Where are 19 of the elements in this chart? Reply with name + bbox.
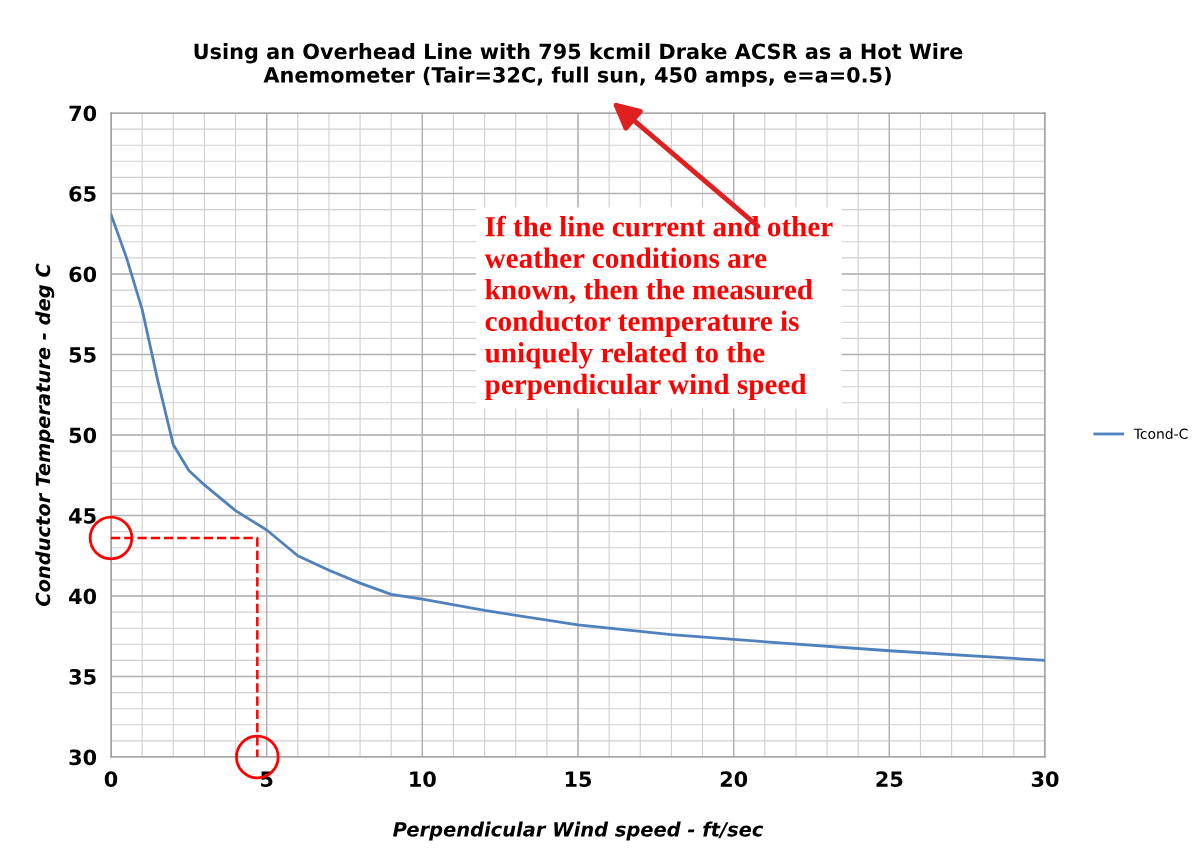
- x-tick-label: 10: [410, 771, 436, 788]
- y-tick-label: 70: [69, 105, 97, 122]
- x-tick-label: 30: [1031, 771, 1059, 788]
- x-tick-label: 0: [104, 771, 118, 788]
- x-tick-label: 20: [720, 771, 748, 788]
- y-tick-label: 40: [69, 588, 97, 605]
- y-tick-label: 30: [69, 749, 97, 766]
- y-tick-label: 60: [69, 266, 97, 283]
- x-tick-label: 25: [876, 771, 903, 788]
- chart-title: Using an Overhead Line with 795 kcmil Drake ACSR as a Hot Wire Anemometer (Tair=32C, full sun, 450 amps, e=a=0.5): [194, 43, 963, 87]
- x-axis-title: Perpendicular Wind speed - ft/sec: [393, 821, 764, 841]
- y-tick-label: 55: [69, 347, 96, 363]
- y-axis-title: Conductor Temperature - deg C: [35, 263, 55, 606]
- legend-label: Tcond-C: [1133, 428, 1188, 440]
- y-tick-label: 65: [69, 185, 96, 202]
- y-tick-label: 50: [69, 427, 97, 444]
- y-tick-label: 45: [69, 508, 96, 524]
- x-tick-label: 15: [565, 771, 592, 788]
- y-tick-label: 35: [69, 668, 96, 685]
